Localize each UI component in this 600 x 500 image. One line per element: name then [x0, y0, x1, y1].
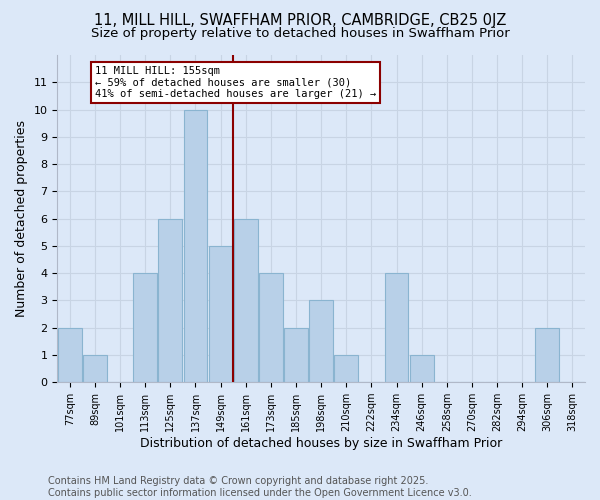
Bar: [158, 218, 182, 382]
Text: Size of property relative to detached houses in Swaffham Prior: Size of property relative to detached ho…: [91, 28, 509, 40]
Bar: [209, 246, 233, 382]
Bar: [58, 328, 82, 382]
Bar: [284, 328, 308, 382]
Bar: [535, 328, 559, 382]
Text: 11, MILL HILL, SWAFFHAM PRIOR, CAMBRIDGE, CB25 0JZ: 11, MILL HILL, SWAFFHAM PRIOR, CAMBRIDGE…: [94, 12, 506, 28]
Bar: [334, 355, 358, 382]
Text: 11 MILL HILL: 155sqm
← 59% of detached houses are smaller (30)
41% of semi-detac: 11 MILL HILL: 155sqm ← 59% of detached h…: [95, 66, 376, 99]
Bar: [259, 273, 283, 382]
Y-axis label: Number of detached properties: Number of detached properties: [15, 120, 28, 317]
Bar: [234, 218, 257, 382]
Bar: [385, 273, 409, 382]
Bar: [133, 273, 157, 382]
Bar: [410, 355, 434, 382]
Bar: [184, 110, 208, 382]
Bar: [309, 300, 333, 382]
Text: Contains HM Land Registry data © Crown copyright and database right 2025.
Contai: Contains HM Land Registry data © Crown c…: [48, 476, 472, 498]
Bar: [83, 355, 107, 382]
X-axis label: Distribution of detached houses by size in Swaffham Prior: Distribution of detached houses by size …: [140, 437, 502, 450]
